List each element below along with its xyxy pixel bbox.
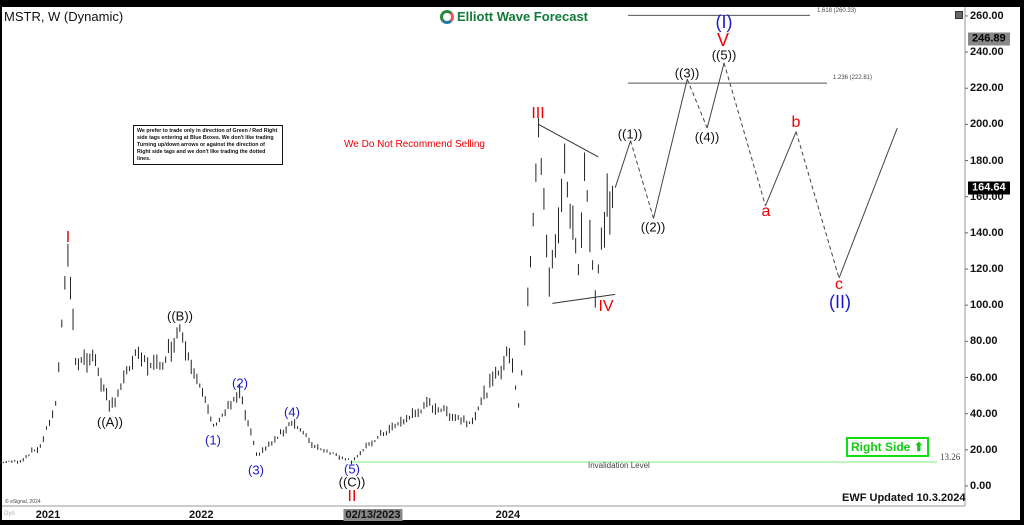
x-tick-label: 2021	[35, 509, 61, 521]
wave-label: (I)	[715, 12, 733, 32]
y-tick-label: 100.00	[970, 299, 1004, 312]
triangle-line	[552, 293, 616, 304]
wave-label: ((2))	[640, 219, 666, 235]
y-tick-label: 240.00	[970, 46, 1004, 59]
y-tick-label: 20.00	[970, 443, 998, 456]
wave-label: ((C))	[338, 474, 366, 490]
projection-segment	[653, 79, 688, 219]
x-tick-label: 02/13/2023	[343, 509, 403, 521]
wave-label: IV	[598, 298, 614, 315]
projection-segment	[706, 62, 725, 129]
fib-label: 1.236 (222.81)	[833, 75, 873, 81]
wave-label: ((4))	[694, 129, 720, 145]
y-tick-label: 80.00	[970, 335, 998, 348]
x-tick-label: 2024	[495, 509, 521, 521]
logo-icon	[440, 9, 454, 24]
wave-label: ((A))	[97, 414, 123, 430]
wave-label: ((5))	[711, 47, 737, 63]
fib-label: 1.618 (260.33)	[817, 8, 857, 14]
wave-label: (II)	[829, 292, 851, 312]
settings-icon[interactable]	[955, 11, 963, 19]
chart-title: MSTR, W (Dynamic)	[4, 9, 124, 24]
invalidation-label: Invalidation Level	[588, 461, 650, 470]
wave-label: (3)	[248, 462, 264, 478]
logo: Elliott Wave Forecast	[440, 9, 588, 24]
no-sell-note: We Do Not Recommend Selling	[344, 139, 485, 150]
price-tag-last: 164.64	[968, 181, 1010, 195]
right-side-label: Right Side	[851, 440, 911, 454]
projection-segment	[630, 140, 655, 219]
wave-label: I	[65, 229, 71, 246]
price-tag-high: 246.89	[968, 32, 1010, 46]
wave-label: (2)	[232, 375, 248, 391]
wave-label: c	[835, 276, 843, 293]
wave-label: a	[761, 203, 771, 220]
invalidation-value: 13.26	[940, 452, 961, 462]
y-tick-label: 60.00	[970, 371, 998, 384]
projection-segment	[614, 140, 632, 188]
y-tick-label: 200.00	[970, 118, 1004, 131]
wave-label: V	[716, 30, 730, 50]
y-tick-label: 0.00	[970, 480, 992, 492]
projection-segment	[686, 79, 708, 129]
y-tick-label: 220.00	[970, 82, 1004, 95]
y-tick-label: 40.00	[970, 407, 998, 420]
dyn-label: Dyn	[4, 511, 15, 517]
wave-label: (4)	[284, 404, 300, 420]
projection-segment	[723, 62, 766, 206]
projection-segment	[764, 131, 797, 206]
projection-segment	[838, 127, 898, 279]
y-tick-label: 140.00	[970, 226, 1004, 239]
trading-note: We prefer to trade only in direction of …	[133, 125, 283, 166]
wave-label: III	[531, 105, 545, 122]
arrow-up-icon: ⬆	[913, 440, 924, 454]
x-tick-label: 2022	[189, 509, 214, 521]
wave-label: ((3))	[674, 65, 700, 81]
wave-label: ((B))	[167, 308, 193, 324]
updated-text: EWF Updated 10.3.2024	[842, 492, 966, 504]
y-tick-label: 260.00	[970, 9, 1004, 22]
copyright: © eSignal, 2024	[5, 499, 41, 505]
logo-text: Elliott Wave Forecast	[457, 9, 588, 24]
projection-segment	[795, 131, 840, 279]
triangle-line	[538, 123, 599, 158]
right-side-tag: Right Side ⬆	[846, 437, 929, 457]
chart-frame	[2, 7, 1020, 520]
y-tick-label: 120.00	[970, 263, 1004, 276]
y-tick-label: 180.00	[970, 154, 1004, 167]
wave-label: (5)	[344, 461, 360, 477]
wave-label: b	[791, 114, 801, 131]
wave-label: II	[347, 488, 357, 505]
wave-label: (1)	[205, 432, 221, 448]
wave-label: ((1))	[617, 126, 643, 142]
